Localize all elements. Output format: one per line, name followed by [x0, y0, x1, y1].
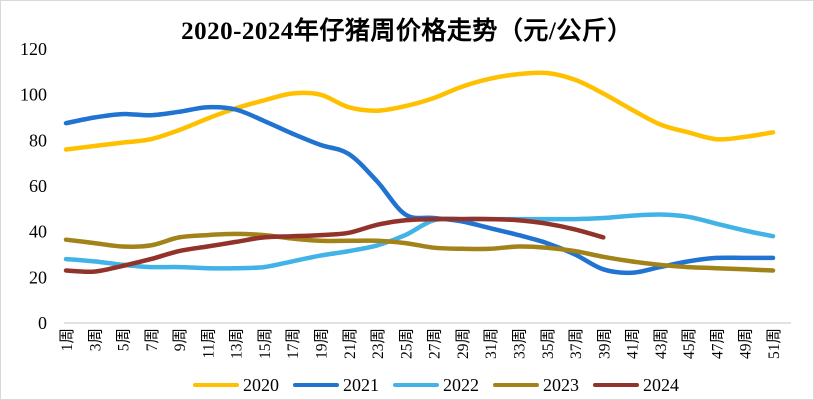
x-axis-tick-label: 13周 — [229, 328, 246, 359]
x-axis-tick-label: 17周 — [285, 328, 302, 359]
legend-label: 2024 — [643, 375, 679, 395]
x-axis-tick-label: 43周 — [653, 328, 670, 359]
x-axis-tick-label: 37周 — [568, 328, 585, 359]
y-axis-tick-label: 80 — [29, 130, 47, 150]
x-axis-tick-label: 27周 — [427, 328, 444, 359]
legend-swatch — [393, 383, 439, 387]
x-axis-tick-label: 3周 — [87, 328, 104, 351]
x-axis-tick-label: 47周 — [709, 328, 726, 359]
x-axis-tick-label: 5周 — [116, 328, 133, 351]
legend-item-2020: 2020 — [193, 376, 279, 394]
x-axis-tick-label: 21周 — [342, 328, 359, 359]
x-axis-tick-label: 39周 — [596, 328, 613, 359]
legend-item-2023: 2023 — [493, 376, 579, 394]
x-axis-tick-label: 35周 — [540, 328, 557, 359]
legend-label: 2022 — [443, 375, 479, 395]
y-axis-tick-label: 20 — [29, 267, 47, 287]
x-axis-tick-label: 45周 — [681, 328, 698, 359]
y-axis-tick-label: 0 — [38, 313, 47, 333]
series-line-2024 — [63, 216, 606, 275]
legend-swatch — [293, 383, 339, 387]
x-axis-tick-label: 19周 — [314, 328, 331, 359]
y-axis-tick-label: 60 — [29, 176, 47, 196]
legend-label: 2021 — [343, 375, 379, 395]
y-axis-tick-label: 100 — [20, 85, 47, 105]
x-axis-tick-label: 11周 — [200, 328, 217, 358]
x-axis-tick-label: 29周 — [455, 328, 472, 359]
x-axis-tick-label: 49周 — [738, 328, 755, 359]
x-axis-tick-label: 1周 — [59, 328, 76, 351]
chart-title: 2020-2024年仔猪周价格走势（元/公斤） — [181, 18, 633, 45]
legend-swatch — [193, 383, 239, 387]
legend-swatch — [593, 383, 639, 387]
series-line-2022 — [63, 212, 776, 271]
chart-legend: 2020 2021 2022 2023 2024 — [37, 376, 813, 394]
y-axis-tick-label: 120 — [20, 39, 47, 59]
legend-label: 2020 — [243, 375, 279, 395]
series-line-2023 — [63, 231, 776, 273]
x-axis-tick-label: 9周 — [172, 328, 189, 351]
legend-label: 2023 — [543, 375, 579, 395]
x-axis-tick-label: 51周 — [766, 328, 783, 359]
legend-item-2024: 2024 — [593, 376, 679, 394]
x-axis-tick-label: 25周 — [398, 328, 415, 359]
y-axis-tick-label: 40 — [29, 222, 47, 242]
x-axis-tick-label: 7周 — [144, 328, 161, 351]
legend-item-2022: 2022 — [393, 376, 479, 394]
x-axis-tick-label: 31周 — [483, 328, 500, 359]
legend-swatch — [493, 383, 539, 387]
legend-item-2021: 2021 — [293, 376, 379, 394]
series-line-2020 — [63, 70, 776, 152]
x-axis-tick-label: 23周 — [370, 328, 387, 359]
x-axis-tick-label: 41周 — [625, 328, 642, 359]
x-axis-tick-label: 15周 — [257, 328, 274, 359]
x-axis-tick-label: 33周 — [512, 328, 529, 359]
